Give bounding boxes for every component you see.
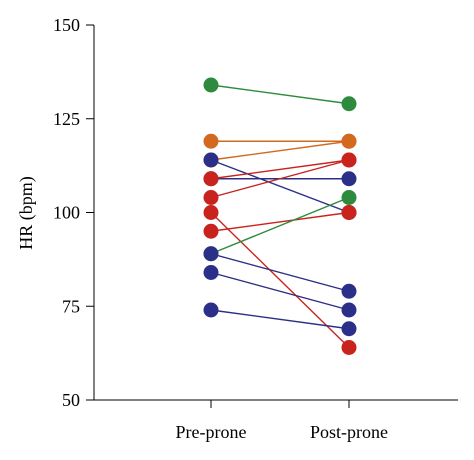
point-8-pre bbox=[203, 223, 219, 239]
pair-line-10 bbox=[210, 253, 350, 292]
point-7-pre bbox=[203, 205, 219, 220]
point-4-post bbox=[341, 171, 357, 187]
point-2-post bbox=[341, 133, 357, 149]
y-tick-label-50: 50 bbox=[62, 390, 80, 410]
point-3-pre bbox=[203, 152, 219, 168]
point-10-pre bbox=[203, 246, 219, 262]
pair-line-2 bbox=[210, 140, 350, 161]
pair-line-6 bbox=[210, 159, 350, 199]
y-tick-label-100: 100 bbox=[53, 203, 80, 223]
y-tick-label-75: 75 bbox=[62, 296, 80, 316]
y-tick-label-150: 150 bbox=[53, 15, 80, 35]
pair-line-0 bbox=[210, 84, 350, 105]
point-11-post bbox=[341, 302, 357, 318]
pair-line-3 bbox=[210, 159, 350, 214]
point-12-pre bbox=[203, 302, 219, 318]
y-axis-title: HR (bpm) bbox=[16, 176, 37, 250]
pair-lines-layer bbox=[210, 84, 350, 349]
point-12-post bbox=[341, 321, 357, 337]
point-0-post bbox=[341, 96, 357, 112]
pair-line-12 bbox=[210, 309, 350, 330]
point-11-pre bbox=[203, 265, 219, 280]
x-ticks-layer: Pre-prone Post-prone bbox=[176, 400, 388, 442]
point-6-post bbox=[341, 152, 357, 168]
y-tick-label-125: 125 bbox=[53, 109, 80, 129]
point-8-post bbox=[341, 205, 357, 220]
point-1-pre bbox=[203, 133, 219, 149]
point-10-post bbox=[341, 283, 357, 299]
y-ticks-layer: 50 75 100 125 150 bbox=[53, 15, 94, 410]
point-6-pre bbox=[203, 190, 219, 205]
pair-line-9 bbox=[210, 196, 350, 255]
x-tick-label-0: Pre-prone bbox=[176, 422, 247, 442]
data-points-layer bbox=[203, 77, 357, 355]
pair-line-5 bbox=[210, 159, 350, 180]
pair-line-8 bbox=[210, 211, 350, 232]
pair-line-7 bbox=[210, 211, 350, 349]
point-9-post bbox=[341, 190, 357, 205]
point-7-post bbox=[341, 340, 357, 355]
x-tick-label-1: Post-prone bbox=[310, 422, 388, 442]
pair-line-11 bbox=[210, 271, 350, 311]
axes-layer bbox=[93, 25, 458, 401]
point-5-pre bbox=[203, 171, 219, 187]
point-0-pre bbox=[203, 77, 219, 93]
